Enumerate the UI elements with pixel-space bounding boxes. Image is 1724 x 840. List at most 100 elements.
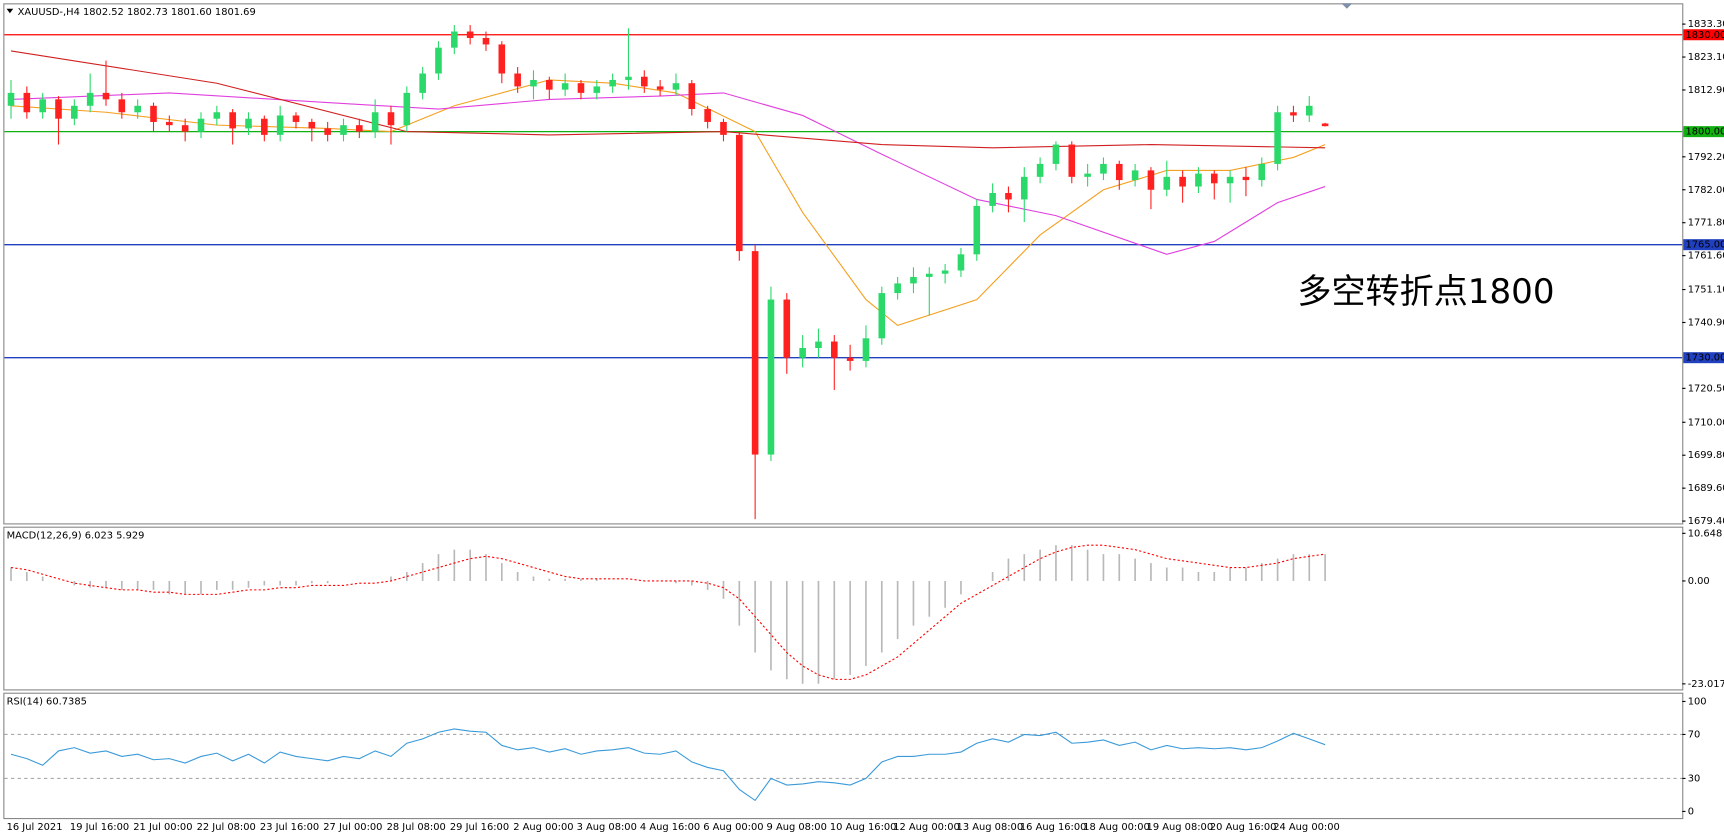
candle-body — [783, 299, 791, 358]
y-tick-label: 1710.00 — [1688, 417, 1724, 428]
moving-average — [10, 79, 1326, 327]
panel-title: RSI(14) 60.7385 — [7, 696, 87, 707]
main-panel — [3, 3, 1684, 525]
candle-body — [387, 112, 395, 126]
candle-body — [846, 357, 854, 361]
x-tick-label: 16 Jul 2021 — [7, 822, 63, 833]
candle-body — [466, 31, 474, 38]
candle-body — [815, 341, 822, 348]
candle-body — [403, 92, 411, 126]
candle-body — [593, 86, 601, 93]
level-tag — [1683, 239, 1724, 251]
rsi-line — [10, 728, 1326, 802]
candle-body — [514, 73, 521, 87]
candle-body — [878, 293, 886, 339]
candle-body — [261, 118, 268, 135]
x-tick-label: 21 Jul 00:00 — [133, 822, 192, 833]
candle-body — [356, 125, 363, 132]
candle-body — [957, 254, 965, 271]
candle-body — [1305, 105, 1313, 116]
y-tick-label: 10.648 — [1688, 528, 1723, 539]
y-tick-label: 30 — [1688, 773, 1701, 784]
candle-body — [1147, 170, 1155, 190]
candle-body — [7, 92, 15, 106]
signal-line — [10, 544, 1326, 680]
candle-body — [751, 251, 759, 455]
candle-body — [720, 121, 727, 135]
candle-body — [71, 105, 78, 119]
level-label: 1730.00 — [1686, 353, 1724, 364]
y-tick-label: 0 — [1688, 806, 1694, 817]
x-tick-label: 24 Aug 00:00 — [1273, 822, 1340, 833]
menu-triangle — [6, 8, 14, 14]
candle-body — [1274, 112, 1281, 164]
candle-body — [1258, 163, 1266, 181]
candle-body — [862, 338, 870, 361]
candle-body — [704, 109, 711, 122]
y-tick-label: 1740.90 — [1688, 317, 1724, 328]
candle-body — [55, 99, 62, 119]
candle-body — [276, 115, 284, 135]
candle-body — [324, 128, 331, 135]
panel-title: MACD(12,26,9) 6.023 5.929 — [7, 530, 145, 541]
x-tick-label: 18 Aug 00:00 — [1083, 822, 1150, 833]
candle-body — [197, 118, 205, 132]
x-tick-label: 19 Jul 16:00 — [70, 822, 129, 833]
level-tag — [1683, 29, 1724, 41]
y-tick-label: 1751.10 — [1688, 285, 1724, 296]
level-tag — [1683, 126, 1724, 138]
candle-body — [1100, 163, 1107, 174]
x-tick-label: 27 Jul 00:00 — [323, 822, 382, 833]
candle-body — [1290, 112, 1297, 116]
plot-layer: XAUUSD-,H4 1802.52 1802.73 1801.60 1801.… — [4, 7, 1724, 833]
x-tick-label: 4 Aug 16:00 — [640, 822, 700, 833]
x-tick-label: 29 Jul 16:00 — [450, 822, 509, 833]
candle-body — [1115, 163, 1123, 181]
y-tick-label: 1792.20 — [1688, 152, 1724, 163]
y-tick-label: 100 — [1688, 696, 1707, 707]
y-tick-label: 0.00 — [1688, 576, 1710, 587]
candle-body — [989, 192, 996, 206]
candle-body — [451, 31, 458, 48]
candle-body — [150, 105, 157, 122]
candle-body — [1163, 176, 1171, 190]
candle-body — [561, 83, 569, 90]
y-tick-label: 1812.90 — [1688, 85, 1724, 96]
x-tick-label: 12 Aug 00:00 — [893, 822, 960, 833]
candle-body — [625, 76, 632, 80]
candle-body — [1195, 173, 1202, 187]
candle-body — [672, 83, 680, 90]
x-tick-label: 28 Jul 08:00 — [387, 822, 446, 833]
candle-body — [498, 44, 506, 74]
candle-body — [925, 273, 933, 277]
y-tick-label: 1823.10 — [1688, 52, 1724, 63]
candle-body — [1131, 170, 1139, 181]
rsi-panel — [3, 692, 1684, 820]
candle-body — [767, 299, 775, 455]
candle-body — [577, 83, 585, 93]
candle-body — [39, 99, 46, 113]
macd-panel — [3, 526, 1684, 691]
x-tick-label: 9 Aug 08:00 — [767, 822, 827, 833]
candle-body — [799, 347, 806, 358]
y-tick-label: 70 — [1688, 729, 1701, 740]
x-tick-label: 20 Aug 16:00 — [1210, 822, 1277, 833]
candle-body — [910, 276, 917, 284]
candle-body — [118, 99, 126, 113]
y-tick-label: 1699.80 — [1688, 450, 1724, 461]
shift-marker — [1341, 3, 1353, 9]
x-tick-label: 23 Jul 16:00 — [260, 822, 319, 833]
x-tick-label: 13 Aug 08:00 — [957, 822, 1024, 833]
candle-body — [1321, 123, 1329, 127]
candle-body — [894, 283, 901, 294]
candle-body — [340, 125, 347, 135]
candle-body — [308, 121, 316, 129]
x-tick-label: 2 Aug 00:00 — [513, 822, 573, 833]
moving-average — [10, 92, 1326, 255]
y-tick-label: 1771.80 — [1688, 218, 1724, 229]
candle-body — [181, 125, 189, 132]
y-tick-label: -23.017 — [1688, 679, 1724, 690]
level-tag — [1683, 352, 1724, 364]
